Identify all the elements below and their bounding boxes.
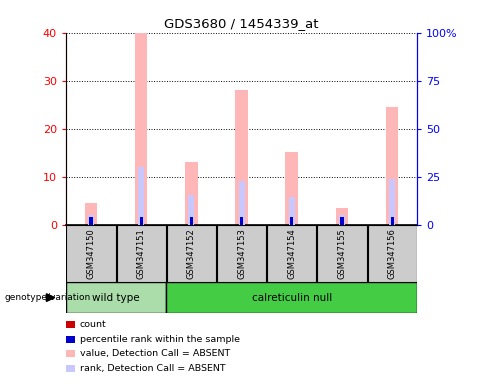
Bar [66, 225, 116, 282]
Bar [189, 221, 193, 225]
Bar [240, 221, 244, 225]
Bar [167, 225, 216, 282]
Bar [285, 152, 298, 225]
Bar [188, 195, 194, 225]
Bar [66, 282, 166, 313]
Text: count: count [80, 320, 106, 329]
Bar [340, 221, 344, 225]
Bar [290, 221, 294, 225]
Text: GSM347151: GSM347151 [137, 228, 146, 279]
Text: rank, Detection Call = ABSENT: rank, Detection Call = ABSENT [80, 364, 225, 373]
Text: GSM347153: GSM347153 [237, 228, 246, 279]
Bar [340, 217, 344, 225]
Bar [135, 33, 147, 225]
Bar [85, 203, 97, 225]
Bar [140, 217, 143, 225]
Text: calreticulin null: calreticulin null [252, 293, 332, 303]
Bar [117, 225, 166, 282]
Bar [235, 90, 248, 225]
Title: GDS3680 / 1454339_at: GDS3680 / 1454339_at [164, 17, 319, 30]
Bar [336, 208, 348, 225]
Bar [239, 182, 244, 225]
Bar [389, 179, 395, 225]
Bar [89, 217, 93, 225]
Bar [317, 225, 366, 282]
Text: GSM347155: GSM347155 [337, 228, 346, 279]
Bar [390, 221, 394, 225]
Bar [139, 221, 143, 225]
Text: percentile rank within the sample: percentile rank within the sample [80, 334, 240, 344]
Bar [339, 215, 345, 225]
Bar [89, 221, 93, 225]
Bar [185, 162, 198, 225]
Text: GSM347154: GSM347154 [287, 228, 296, 279]
Bar [138, 167, 144, 225]
Bar [390, 217, 394, 225]
Text: GSM347156: GSM347156 [387, 228, 397, 279]
Bar [289, 197, 295, 225]
Bar [190, 217, 193, 225]
Bar [166, 282, 417, 313]
Bar [367, 225, 417, 282]
Bar [386, 107, 398, 225]
Bar [290, 217, 293, 225]
Text: GSM347152: GSM347152 [187, 228, 196, 279]
Text: GSM347150: GSM347150 [86, 228, 96, 279]
Text: wild type: wild type [92, 293, 140, 303]
Text: value, Detection Call = ABSENT: value, Detection Call = ABSENT [80, 349, 230, 358]
Bar [88, 215, 94, 225]
Bar [240, 217, 243, 225]
Bar [267, 225, 316, 282]
Bar [217, 225, 266, 282]
Text: genotype/variation: genotype/variation [5, 293, 91, 302]
